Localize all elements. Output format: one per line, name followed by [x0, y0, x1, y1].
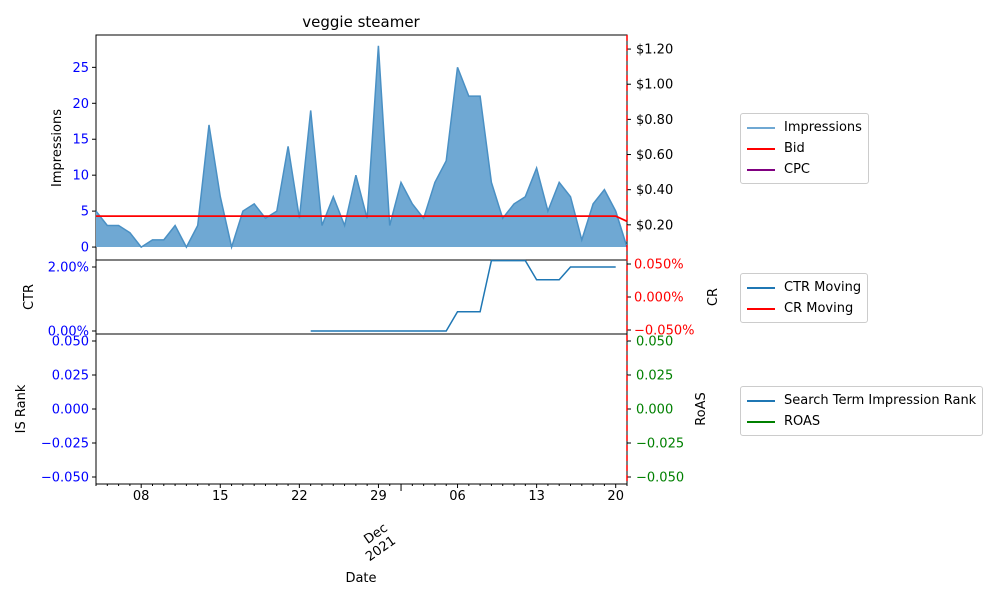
legend-swatch [747, 307, 775, 310]
legend-label: CTR Moving [784, 280, 862, 295]
cr-tick-label: 0.000% [634, 291, 684, 306]
legend-swatch [747, 286, 775, 289]
legend-label: Search Term Impression Rank [784, 393, 977, 408]
series-lines-layer [96, 215, 628, 332]
legend-item-cpc: CPC [747, 159, 862, 180]
is-rank-tick-label: −0.025 [41, 437, 89, 452]
impressions-axis-label: Impressions [50, 109, 65, 187]
impressions-tick-label: 20 [72, 97, 89, 112]
impressions-tick-label: 10 [72, 169, 89, 184]
impressions-tick-label: 15 [72, 133, 89, 148]
ticks-layer: 0 5 10 15 20 25 $0.20 $0.40 $0.60 $0.80 $1.00 $1.20… [41, 43, 695, 504]
ctr-axis-label: CTR [22, 284, 37, 310]
legend-label: ROAS [784, 414, 821, 429]
legend-item-bid: Bid [747, 138, 862, 159]
impressions-area-layer [95, 45, 628, 250]
is-rank-axis-label: IS Rank [14, 384, 29, 433]
legend-label: Bid [784, 141, 805, 156]
is-rank-tick-label: 0.025 [52, 369, 89, 384]
legend-item-roas: ROAS [747, 411, 976, 432]
is-rank-panel [95, 333, 628, 485]
bid-tick-label: $1.00 [636, 78, 673, 93]
is-rank-tick-label: 0.050 [52, 335, 89, 350]
impressions-line [95, 45, 628, 250]
roas-tick-label: −0.050 [636, 471, 684, 486]
bid-tick-label: $1.20 [636, 43, 673, 58]
legend-swatch [747, 420, 775, 423]
x-tick-label: 20 [607, 489, 624, 504]
x-tick-label: 15 [212, 489, 229, 504]
roas-tick-label: 0.025 [636, 369, 673, 384]
ctr-panel [95, 259, 628, 335]
cr-axis-label: CR [706, 288, 721, 306]
x-tick-label: 22 [291, 489, 308, 504]
impressions-area [96, 45, 627, 248]
legend-item-ctr-moving: CTR Moving [747, 277, 861, 298]
ctr-tick-label: 0.00% [48, 325, 89, 340]
bid-tick-label: $0.20 [636, 218, 673, 233]
legend-item-impressions: Impressions [747, 117, 862, 138]
legend-swatch [747, 147, 775, 150]
legend-item-cr-moving: CR Moving [747, 298, 861, 319]
legend-label: CR Moving [784, 301, 854, 316]
legend-item-is-rank: Search Term Impression Rank [747, 390, 976, 411]
x-tick-label: 13 [528, 489, 545, 504]
chart-title: veggie steamer [302, 13, 420, 31]
legend-label: Impressions [784, 120, 862, 135]
bid-tick-label: $0.60 [636, 148, 673, 163]
cr-tick-label: 0.050% [634, 258, 684, 273]
x-tick-label: 06 [449, 489, 466, 504]
ctr-tick-label: 2.00% [48, 261, 89, 276]
x-axis-label: Date [345, 571, 376, 586]
legend-swatch [747, 168, 775, 171]
roas-axis-label: RoAS [694, 392, 709, 426]
roas-tick-label: −0.025 [636, 437, 684, 452]
x-tick-label: 29 [370, 489, 387, 504]
roas-tick-label: 0.050 [636, 335, 673, 350]
x-tick-label: 08 [133, 489, 150, 504]
impressions-tick-label: 25 [72, 61, 89, 76]
legend-swatch [747, 126, 775, 129]
legend-label: CPC [784, 162, 810, 177]
is-rank-tick-label: −0.050 [41, 471, 89, 486]
is-rank-tick-label: 0.000 [52, 403, 89, 418]
bid-tick-label: $0.80 [636, 113, 673, 128]
impressions-tick-label: 5 [81, 205, 89, 220]
legend-middle: CTR Moving CR Moving [740, 273, 869, 323]
bid-line [96, 215, 628, 223]
legend-swatch [747, 399, 775, 402]
cr-tick-label: −0.050% [634, 324, 694, 339]
roas-tick-label: 0.000 [636, 403, 673, 418]
impressions-tick-label: 0 [81, 241, 89, 256]
legend-top: Impressions Bid CPC [740, 113, 869, 184]
bid-tick-label: $0.40 [636, 183, 673, 198]
legend-bottom: Search Term Impression Rank ROAS [740, 386, 984, 436]
ctr-moving-line [310, 259, 616, 332]
